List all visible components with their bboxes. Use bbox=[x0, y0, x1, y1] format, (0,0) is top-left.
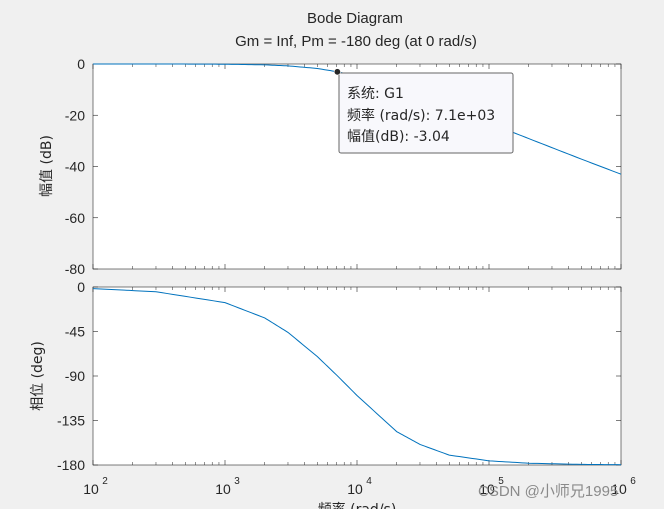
x-tick-label-exponent: 5 bbox=[498, 476, 504, 487]
watermark: CSDN @小师兄1995 bbox=[478, 483, 618, 500]
magnitude-y-tick-label: -40 bbox=[65, 159, 85, 175]
x-tick-label: 10 bbox=[611, 481, 627, 497]
x-tick-label-exponent: 4 bbox=[366, 476, 372, 487]
phase-y-tick-label: -180 bbox=[57, 457, 85, 473]
datatip-marker[interactable] bbox=[333, 68, 341, 76]
chart-title: Bode Diagram bbox=[307, 10, 403, 27]
x-tick-label-exponent: 2 bbox=[102, 476, 108, 487]
datatip-system: 系统: G1 bbox=[347, 86, 404, 102]
x-tick-label-exponent: 3 bbox=[234, 476, 240, 487]
phase-series-line[interactable] bbox=[92, 288, 622, 466]
x-tick-label: 10 bbox=[83, 481, 99, 497]
magnitude-axes[interactable]: 0 -20 -40 -60 -80 幅值 (dB) bbox=[39, 56, 622, 277]
magnitude-y-tick-label: -80 bbox=[65, 261, 85, 277]
magnitude-y-label: 幅值 (dB) bbox=[39, 135, 55, 197]
phase-y-tick-label: 0 bbox=[77, 279, 85, 295]
phase-y-ticks: 0 -45 -90 -135 -180 bbox=[57, 279, 621, 473]
x-tick-label: 10 bbox=[215, 481, 231, 497]
phase-y-tick-label: -135 bbox=[57, 413, 85, 429]
datatip-frequency: 频率 (rad/s): 7.1e+03 bbox=[347, 107, 495, 124]
x-tick-label-exponent: 6 bbox=[630, 476, 636, 487]
datatip-magnitude: 幅值(dB): -3.04 bbox=[347, 129, 450, 145]
x-tick-label: 10 bbox=[479, 481, 495, 497]
phase-plot-area[interactable] bbox=[92, 286, 622, 466]
magnitude-y-tick-label: 0 bbox=[77, 56, 85, 72]
phase-y-tick-label: -90 bbox=[65, 368, 85, 384]
datatip-box[interactable] bbox=[338, 72, 514, 154]
magnitude-x-ticks bbox=[92, 64, 622, 269]
datatip[interactable]: 系统: G1 频率 (rad/s): 7.1e+03 幅值(dB): -3.04 bbox=[333, 68, 514, 154]
x-tick-label: 10 bbox=[347, 481, 363, 497]
phase-y-label: 相位 (deg) bbox=[30, 341, 46, 411]
chart-subtitle: Gm = Inf, Pm = -180 deg (at 0 rad/s) bbox=[235, 33, 477, 50]
x-tick-labels: 10 2 10 3 10 4 10 5 10 6 bbox=[83, 476, 636, 497]
magnitude-y-tick-label: -60 bbox=[65, 210, 85, 226]
phase-y-tick-label: -45 bbox=[65, 324, 85, 340]
magnitude-y-ticks: 0 -20 -40 -60 -80 bbox=[65, 56, 621, 277]
phase-axes[interactable]: 0 -45 -90 -135 -180 相位 (deg) bbox=[30, 279, 622, 473]
x-axis-label: 频率 (rad/s) bbox=[318, 501, 397, 509]
magnitude-y-tick-label: -20 bbox=[65, 107, 85, 123]
